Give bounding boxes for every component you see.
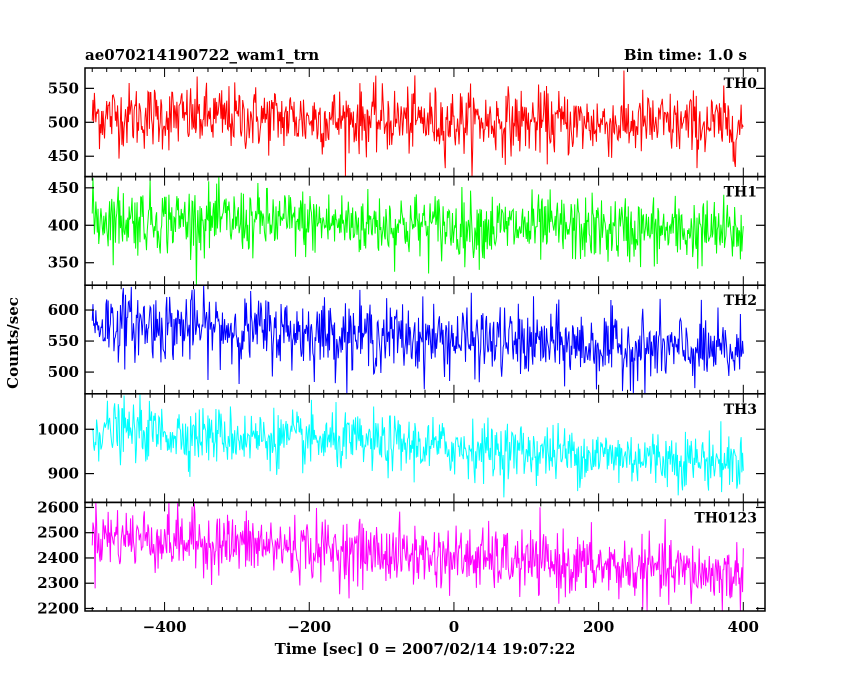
- panel-th0: 450 500 550 TH0: [48, 67, 766, 178]
- series-line-th0123: [91, 502, 744, 611]
- y-axis-label: Counts/sec: [4, 297, 22, 389]
- y-tick-label: 2300: [37, 574, 79, 592]
- y-tick-label: 1000: [37, 420, 79, 438]
- y-tick-label: 400: [48, 216, 79, 234]
- y-tick-label: 450: [48, 179, 79, 197]
- panel-th3: 900 1000 TH3: [37, 393, 766, 504]
- chart-title: ae070214190722_wam1_trn: [85, 46, 319, 64]
- x-tick-label: −200: [287, 618, 331, 636]
- series-line-th3: [91, 394, 744, 498]
- x-tick-label: −400: [143, 618, 187, 636]
- bin-time-label: Bin time: 1.0 s: [624, 46, 747, 64]
- series-label-th1: TH1: [724, 185, 757, 201]
- series-line-th0: [91, 70, 744, 177]
- x-tick-label: 200: [583, 618, 614, 636]
- panel-th0123: 2200 2300 2400 2500 2600 TH0123: [37, 498, 766, 617]
- y-tick-label: 500: [48, 113, 79, 131]
- x-tick-label: 400: [728, 618, 759, 636]
- y-tick-label: 2400: [37, 549, 79, 567]
- x-axis: −400 −200 0 200 400: [143, 618, 759, 636]
- y-tick-label: 500: [48, 363, 79, 381]
- series-label-th3: TH3: [724, 402, 757, 418]
- x-tick-label: 0: [449, 618, 459, 636]
- y-tick-label: 450: [48, 147, 79, 165]
- y-tick-label: 2200: [37, 599, 79, 617]
- y-tick-label: 2600: [37, 498, 79, 516]
- panel-th1: 350 400 450 TH1: [48, 175, 766, 286]
- x-axis-label: Time [sec] 0 = 2007/02/14 19:07:22: [275, 640, 576, 658]
- series-label-th2: TH2: [724, 293, 757, 309]
- series-label-th0: TH0: [724, 76, 758, 92]
- y-tick-label: 550: [48, 79, 79, 97]
- y-tick-label: 900: [48, 465, 79, 483]
- series-label-th0123: TH0123: [694, 510, 757, 526]
- y-tick-label: 600: [48, 301, 79, 319]
- y-tick-label: 2500: [37, 524, 79, 542]
- y-tick-label: 550: [48, 332, 79, 350]
- y-tick-label: 350: [48, 254, 79, 272]
- panels-group: 450 500 550 TH0 350 400 450 TH1 500 550 600 TH2 900 1…: [37, 67, 766, 617]
- panel-th2: 500 550 600 TH2: [48, 284, 766, 395]
- series-line-th2: [91, 285, 744, 394]
- series-line-th1: [91, 176, 744, 286]
